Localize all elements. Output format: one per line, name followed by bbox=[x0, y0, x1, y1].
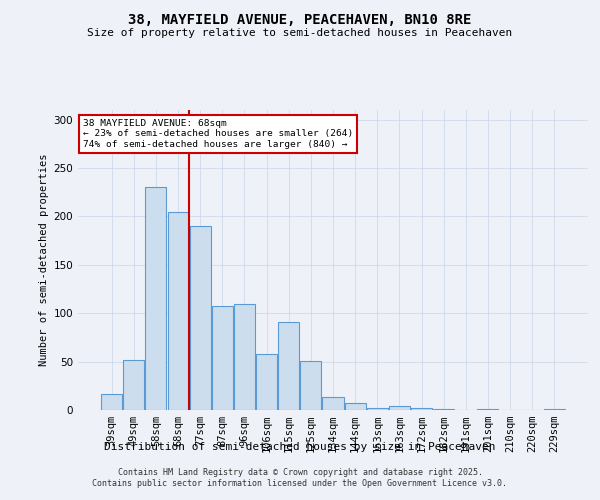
Y-axis label: Number of semi-detached properties: Number of semi-detached properties bbox=[39, 154, 49, 366]
Bar bbox=[301, 360, 322, 410]
Text: Distribution of semi-detached houses by size in Peacehaven: Distribution of semi-detached houses by … bbox=[104, 442, 496, 452]
Bar bbox=[212, 306, 233, 410]
Bar bbox=[145, 188, 166, 410]
Bar bbox=[167, 212, 188, 410]
Text: Size of property relative to semi-detached houses in Peacehaven: Size of property relative to semi-detach… bbox=[88, 28, 512, 38]
Bar bbox=[411, 408, 432, 410]
Bar bbox=[367, 408, 388, 410]
Text: 38, MAYFIELD AVENUE, PEACEHAVEN, BN10 8RE: 38, MAYFIELD AVENUE, PEACEHAVEN, BN10 8R… bbox=[128, 12, 472, 26]
Bar bbox=[389, 406, 410, 410]
Bar bbox=[124, 360, 145, 410]
Bar bbox=[234, 304, 255, 410]
Bar bbox=[433, 409, 454, 410]
Bar bbox=[344, 403, 365, 410]
Bar bbox=[322, 398, 344, 410]
Bar bbox=[544, 409, 565, 410]
Bar bbox=[190, 226, 211, 410]
Bar bbox=[256, 354, 277, 410]
Text: 38 MAYFIELD AVENUE: 68sqm
← 23% of semi-detached houses are smaller (264)
74% of: 38 MAYFIELD AVENUE: 68sqm ← 23% of semi-… bbox=[83, 119, 353, 149]
Text: Contains HM Land Registry data © Crown copyright and database right 2025.
Contai: Contains HM Land Registry data © Crown c… bbox=[92, 468, 508, 487]
Bar bbox=[278, 322, 299, 410]
Bar bbox=[101, 394, 122, 410]
Bar bbox=[478, 409, 499, 410]
